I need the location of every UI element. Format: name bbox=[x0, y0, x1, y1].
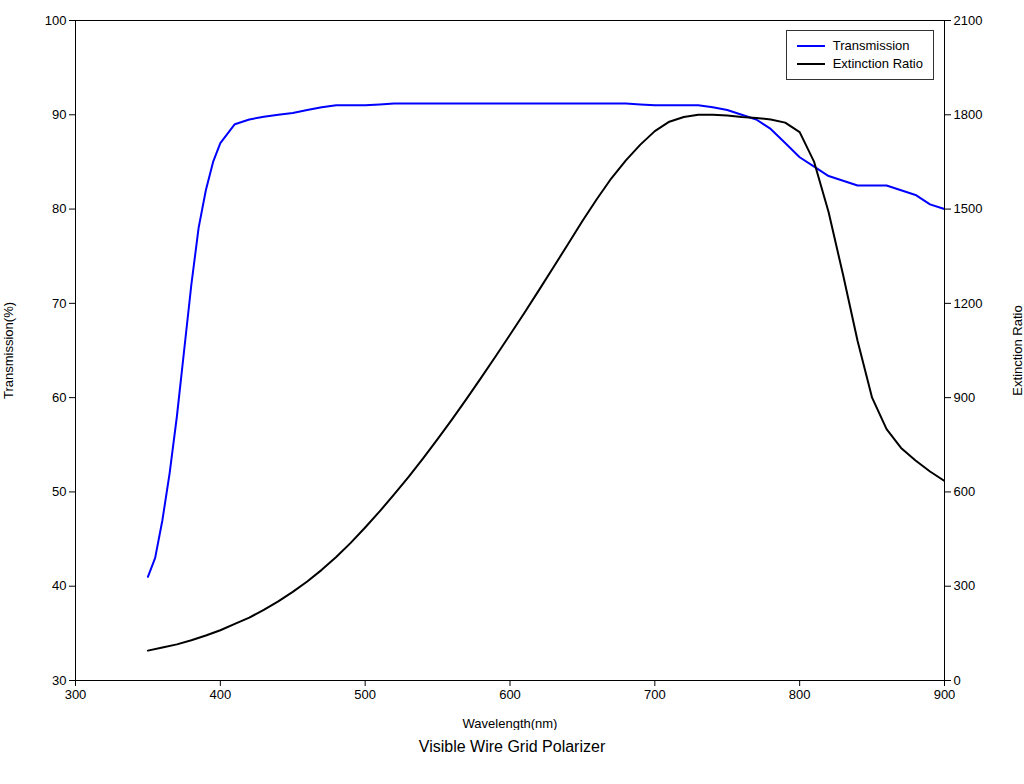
svg-text:900: 900 bbox=[934, 687, 956, 702]
svg-text:500: 500 bbox=[354, 687, 376, 702]
svg-text:700: 700 bbox=[644, 687, 666, 702]
svg-text:90: 90 bbox=[52, 107, 66, 122]
svg-text:70: 70 bbox=[52, 296, 66, 311]
svg-text:2100: 2100 bbox=[954, 13, 983, 28]
svg-text:40: 40 bbox=[52, 578, 66, 593]
svg-text:Extinction Ratio: Extinction Ratio bbox=[1010, 305, 1024, 395]
svg-text:30: 30 bbox=[52, 673, 66, 688]
svg-text:300: 300 bbox=[65, 687, 87, 702]
svg-text:800: 800 bbox=[789, 687, 811, 702]
html-text:Transmission: Transmission bbox=[832, 38, 910, 53]
html-text:Visible Wire Grid Polarizer: Visible Wire Grid Polarizer bbox=[418, 738, 606, 755]
svg-text:1500: 1500 bbox=[954, 201, 983, 216]
svg-text:100: 100 bbox=[45, 13, 67, 28]
svg-text:1200: 1200 bbox=[954, 296, 983, 311]
svg-text:0: 0 bbox=[954, 673, 961, 688]
html-text:Extinction Ratio: Extinction Ratio bbox=[832, 56, 923, 71]
svg-text:Wavelength(nm): Wavelength(nm) bbox=[463, 716, 558, 731]
svg-text:60: 60 bbox=[52, 390, 66, 405]
svg-text:900: 900 bbox=[954, 390, 976, 405]
svg-text:600: 600 bbox=[499, 687, 521, 702]
svg-text:Transmission(%): Transmission(%) bbox=[1, 302, 16, 399]
svg-text:80: 80 bbox=[52, 201, 66, 216]
svg-text:300: 300 bbox=[954, 578, 976, 593]
svg-text:1800: 1800 bbox=[954, 107, 983, 122]
svg-text:400: 400 bbox=[209, 687, 231, 702]
svg-text:600: 600 bbox=[954, 484, 976, 499]
svg-text:50: 50 bbox=[52, 484, 66, 499]
